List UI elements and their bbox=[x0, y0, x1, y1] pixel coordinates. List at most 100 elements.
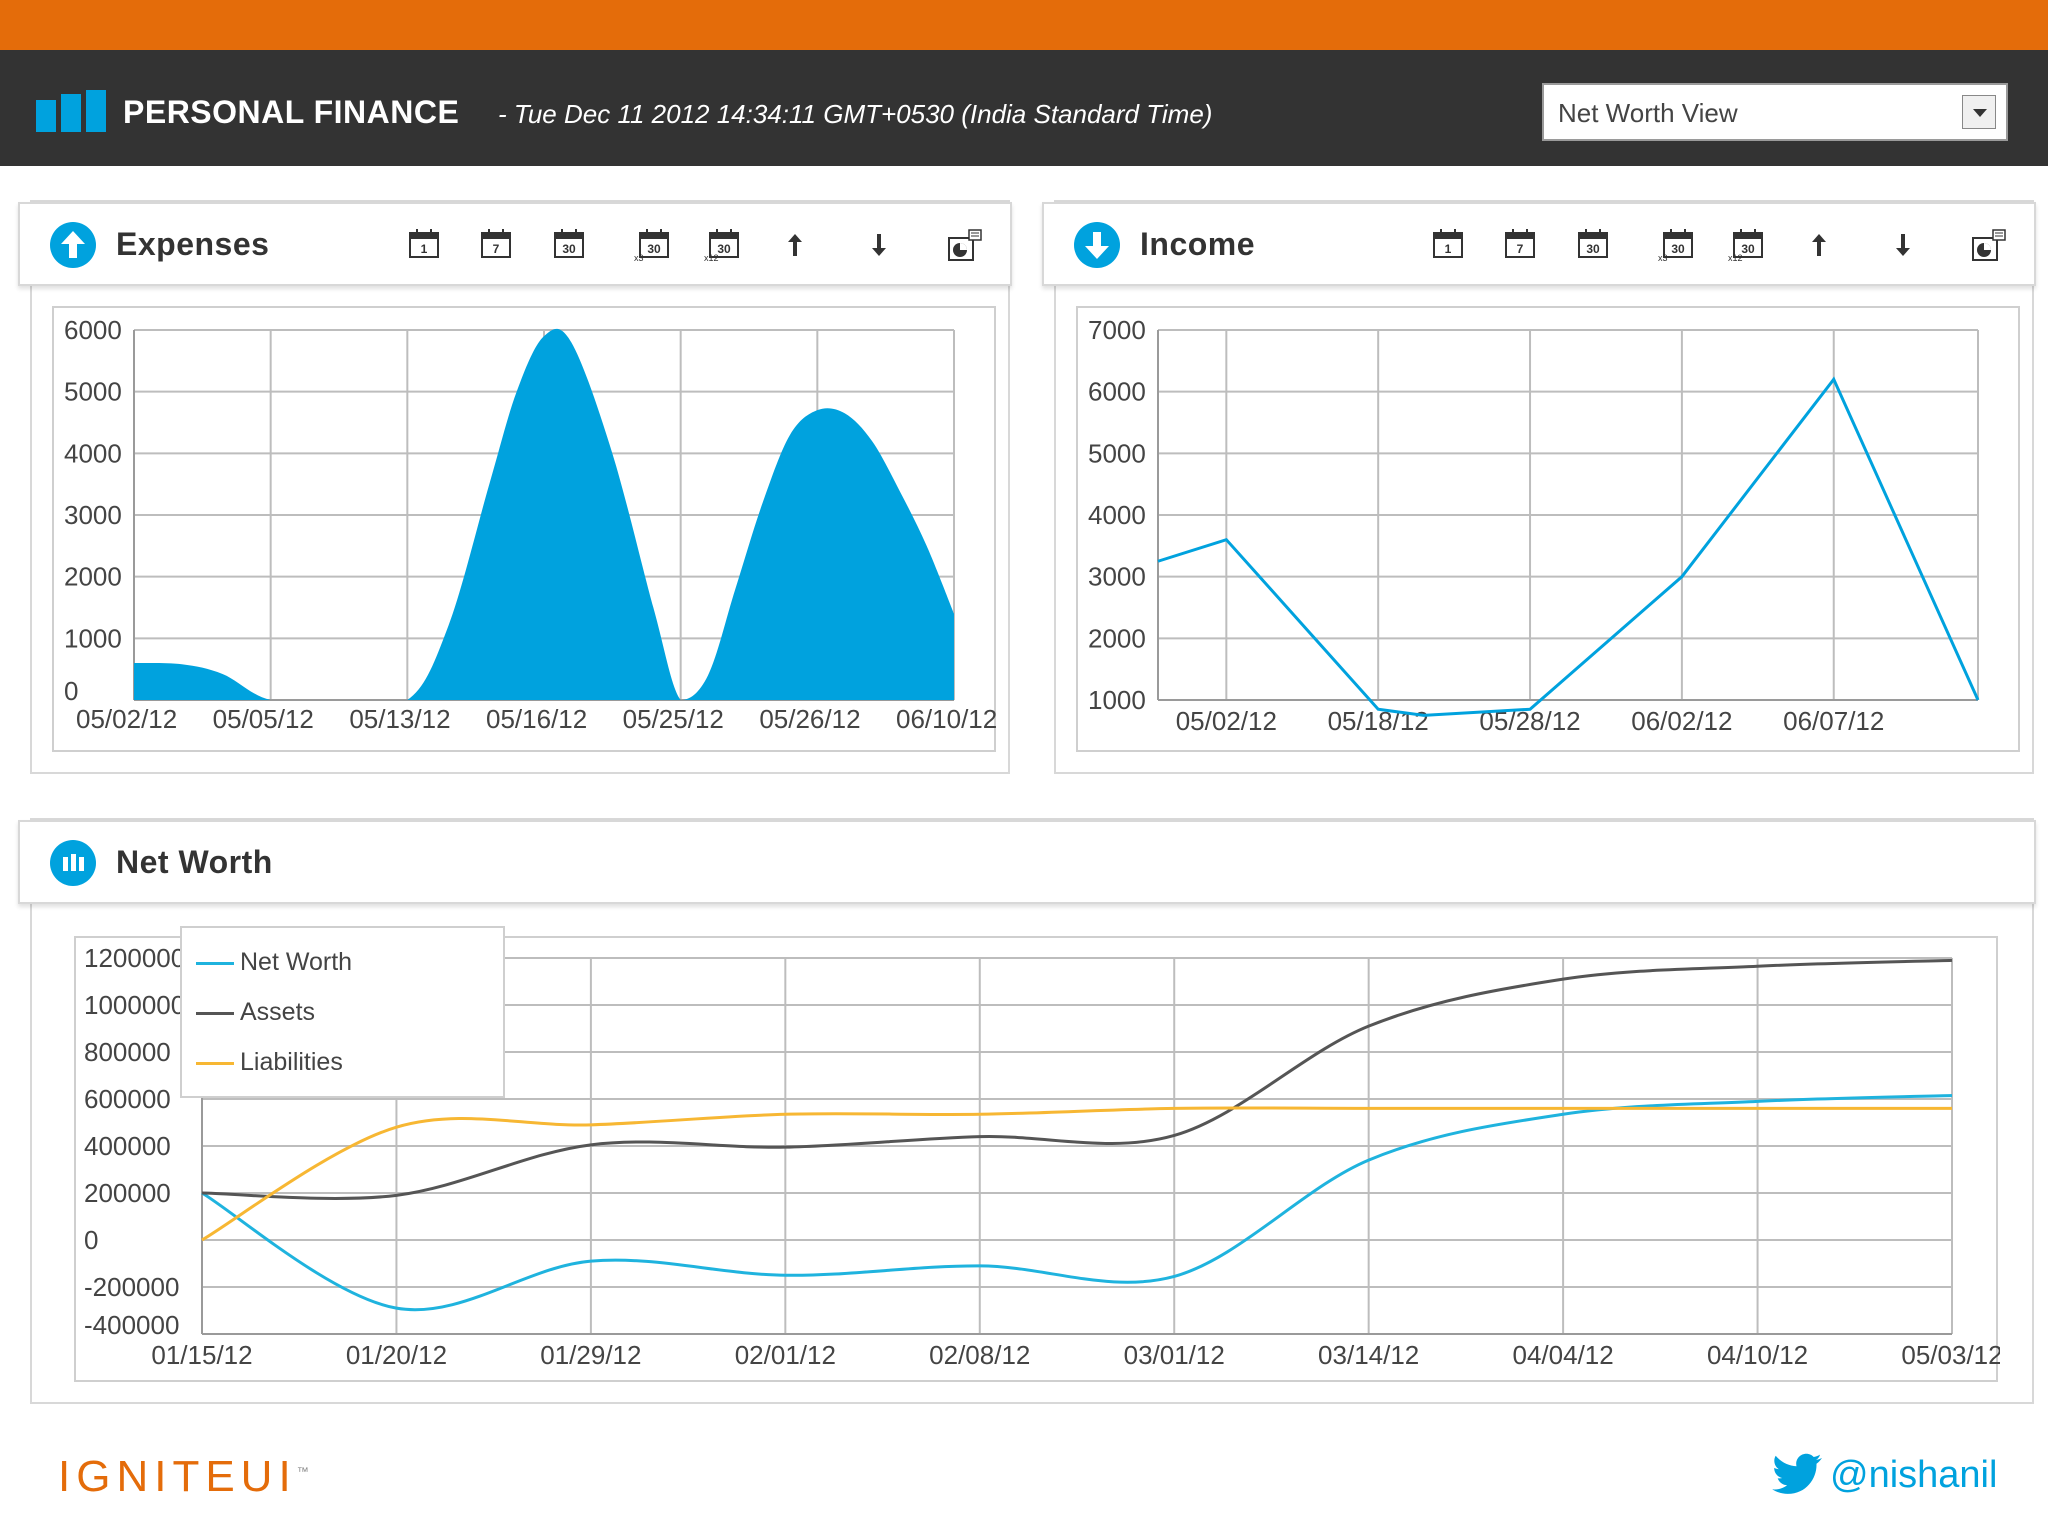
legend-swatch bbox=[196, 962, 234, 965]
y-tick-label: 3000 bbox=[64, 500, 122, 530]
y-tick-label: 1000000 bbox=[84, 990, 185, 1020]
bar-chart-circle-icon bbox=[50, 840, 96, 886]
calendar-360-day-icon[interactable]: 30 x12 bbox=[704, 228, 739, 263]
twitter-bird-icon bbox=[1772, 1453, 1822, 1494]
top-accent-bar bbox=[0, 0, 2048, 50]
calendar-1-day-icon[interactable]: 1 bbox=[1432, 228, 1466, 262]
sort-descending-icon[interactable] bbox=[1884, 228, 1918, 262]
x-tick-label: 05/18/12 bbox=[1328, 706, 1429, 736]
svg-text:7: 7 bbox=[1517, 242, 1524, 256]
expenses-area bbox=[134, 328, 954, 700]
legend-label: Net Worth bbox=[240, 948, 353, 976]
x-tick-label: 05/05/12 bbox=[213, 704, 314, 734]
series-line-0 bbox=[1157, 376, 1980, 717]
series-line-net-worth bbox=[201, 1093, 1953, 1312]
y-tick-label: 5000 bbox=[1088, 438, 1146, 468]
y-tick-label: 2000 bbox=[64, 562, 122, 592]
x-tick-label: 05/02/12 bbox=[1176, 706, 1277, 736]
networth-legend: Net Worth Assets Liabilities bbox=[180, 926, 505, 1098]
calendar-360-day-icon[interactable]: 30 x12 bbox=[1728, 228, 1763, 263]
x-tick-label: 01/15/12 bbox=[151, 1340, 252, 1370]
x-tick-label: 05/02/12 bbox=[76, 704, 177, 734]
y-tick-label: 1000 bbox=[64, 623, 122, 653]
income-chart-svg: 7000 6000 5000 4000 3000 2000 1000 05/02/12 05/1… bbox=[1088, 315, 1980, 736]
calendar-90-day-icon[interactable]: 30 x3 bbox=[1658, 228, 1693, 263]
calendar-7-day-icon[interactable]: 7 bbox=[480, 228, 514, 262]
x-tick-label: 04/04/12 bbox=[1513, 1340, 1614, 1370]
y-tick-label: 0 bbox=[84, 1225, 98, 1255]
igniteui-logo: IGNITEUI™ bbox=[58, 1452, 309, 1502]
y-tick-label: 600000 bbox=[84, 1084, 171, 1114]
chevron-down-icon[interactable] bbox=[1962, 95, 1996, 129]
x-tick-label: 05/13/12 bbox=[349, 704, 450, 734]
x-tick-label: 04/10/12 bbox=[1707, 1340, 1808, 1370]
sort-ascending-icon[interactable] bbox=[776, 228, 810, 262]
x-tick-label: 06/10/12 bbox=[896, 704, 997, 734]
svg-text:x3: x3 bbox=[634, 253, 644, 262]
calendar-30-day-icon[interactable]: 30 bbox=[1577, 228, 1611, 262]
x-tick-label: 02/01/12 bbox=[735, 1340, 836, 1370]
income-chart: 7000 6000 5000 4000 3000 2000 1000 05/02/12 05/1… bbox=[1076, 306, 2020, 752]
networth-panel: Net Worth 1200000 1000000 800000 600000 4000… bbox=[18, 818, 2036, 1404]
logo-text: IGNITEUI bbox=[58, 1452, 297, 1501]
income-title: Income bbox=[1140, 226, 1256, 262]
svg-text:30: 30 bbox=[1671, 242, 1685, 256]
y-tick-label: 5000 bbox=[64, 377, 122, 407]
app-header: PERSONAL FINANCE - Tue Dec 11 2012 14:34… bbox=[0, 50, 2048, 166]
x-tick-label: 05/16/12 bbox=[486, 704, 587, 734]
series-line-assets bbox=[201, 958, 1953, 1200]
view-select[interactable]: Net Worth View bbox=[1542, 83, 2008, 141]
x-tick-label: 03/01/12 bbox=[1124, 1340, 1225, 1370]
calendar-1-day-icon[interactable]: 1 bbox=[408, 228, 442, 262]
calendar-30-day-icon[interactable]: 30 bbox=[553, 228, 587, 262]
expenses-panel-header: Expenses 1 7 30 30 x3 30 x12 bbox=[18, 202, 1012, 286]
legend-label: Assets bbox=[240, 998, 316, 1026]
current-date: - Tue Dec 11 2012 14:34:11 GMT+0530 (Ind… bbox=[498, 99, 1213, 129]
legend-swatch bbox=[196, 1062, 234, 1065]
y-tick-label: 4000 bbox=[64, 438, 122, 468]
income-panel: Income 1 7 30 30 x3 30 x12 7000 6000 5000 4000 300… bbox=[1042, 200, 2036, 774]
x-tick-label: 05/03/12 bbox=[1901, 1340, 2000, 1370]
calendar-90-day-icon[interactable]: 30 x3 bbox=[634, 228, 669, 263]
svg-text:7: 7 bbox=[493, 242, 500, 256]
networth-title: Net Worth bbox=[116, 844, 273, 880]
chart-options-icon[interactable] bbox=[945, 228, 982, 262]
y-tick-label: 800000 bbox=[84, 1037, 171, 1067]
series-line-liabilities bbox=[201, 1106, 1952, 1242]
svg-text:x3: x3 bbox=[1658, 253, 1668, 262]
chart-options-icon[interactable] bbox=[1969, 228, 2006, 262]
twitter-handle: @nishanil bbox=[1830, 1454, 1998, 1496]
svg-text:30: 30 bbox=[717, 242, 731, 256]
networth-panel-header: Net Worth bbox=[18, 820, 2036, 904]
svg-text:1: 1 bbox=[421, 242, 428, 256]
arrow-up-circle-icon bbox=[50, 222, 96, 268]
y-tick-label: 200000 bbox=[84, 1178, 171, 1208]
app-logo-icon bbox=[36, 90, 108, 132]
svg-text:x12: x12 bbox=[704, 253, 719, 262]
sort-ascending-icon[interactable] bbox=[1800, 228, 1834, 262]
y-tick-label: 0 bbox=[64, 676, 78, 706]
sort-descending-icon[interactable] bbox=[860, 228, 894, 262]
y-tick-label: 3000 bbox=[1088, 562, 1146, 592]
expenses-chart: 6000 5000 4000 3000 2000 1000 0 05/02/12 05/05/1… bbox=[52, 306, 997, 752]
y-tick-label: 1200000 bbox=[84, 943, 185, 973]
x-tick-label: 02/08/12 bbox=[929, 1340, 1030, 1370]
arrow-down-circle-icon bbox=[1074, 222, 1120, 268]
x-tick-label: 06/07/12 bbox=[1783, 706, 1884, 736]
y-tick-label: -400000 bbox=[84, 1310, 179, 1340]
grid bbox=[1157, 329, 1979, 701]
expenses-chart-svg: 6000 5000 4000 3000 2000 1000 005/02/12 05/05/1… bbox=[64, 315, 997, 734]
legend-label: Liabilities bbox=[240, 1048, 343, 1076]
svg-text:30: 30 bbox=[562, 242, 576, 256]
expenses-panel: Expenses 1 7 30 30 x3 30 x12 6000 5000 4000 3000 2… bbox=[18, 200, 1012, 774]
y-tick-label: 400000 bbox=[84, 1131, 171, 1161]
svg-text:30: 30 bbox=[647, 242, 661, 256]
x-tick-label: 06/02/12 bbox=[1631, 706, 1732, 736]
x-tick-label: 05/26/12 bbox=[759, 704, 860, 734]
view-select-value: Net Worth View bbox=[1558, 98, 1738, 128]
y-tick-label: 1000 bbox=[1088, 685, 1146, 715]
calendar-7-day-icon[interactable]: 7 bbox=[1504, 228, 1538, 262]
x-tick-label: 01/29/12 bbox=[540, 1340, 641, 1370]
app-title: PERSONAL FINANCE bbox=[123, 94, 460, 130]
y-tick-label: 2000 bbox=[1088, 623, 1146, 653]
